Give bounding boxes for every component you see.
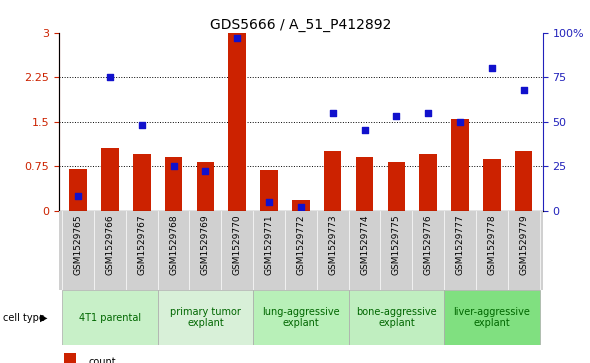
Point bbox=[201, 168, 210, 174]
Text: ▶: ▶ bbox=[40, 313, 48, 323]
Bar bbox=[158, 290, 253, 345]
Bar bbox=[101, 148, 119, 211]
Bar bbox=[64, 353, 76, 363]
Text: lung-aggressive
explant: lung-aggressive explant bbox=[262, 307, 340, 329]
Text: bone-aggressive
explant: bone-aggressive explant bbox=[356, 307, 437, 329]
Bar bbox=[62, 290, 158, 345]
Text: 4T1 parental: 4T1 parental bbox=[79, 313, 141, 323]
Point bbox=[137, 122, 146, 128]
Bar bbox=[444, 290, 540, 345]
Bar bbox=[388, 162, 405, 211]
Point bbox=[424, 110, 433, 115]
Text: primary tumor
explant: primary tumor explant bbox=[170, 307, 241, 329]
Text: GSM1529772: GSM1529772 bbox=[296, 215, 306, 275]
Point bbox=[392, 113, 401, 119]
Bar bbox=[515, 151, 532, 211]
Text: GSM1529777: GSM1529777 bbox=[455, 215, 464, 275]
Point bbox=[296, 204, 306, 210]
Bar bbox=[356, 157, 373, 211]
Bar bbox=[165, 157, 182, 211]
Text: GSM1529771: GSM1529771 bbox=[264, 215, 274, 275]
Bar bbox=[349, 290, 444, 345]
Text: GSM1529767: GSM1529767 bbox=[137, 215, 146, 275]
Title: GDS5666 / A_51_P412892: GDS5666 / A_51_P412892 bbox=[210, 18, 392, 32]
Text: GSM1529778: GSM1529778 bbox=[487, 215, 496, 275]
Bar bbox=[133, 154, 150, 211]
Text: GSM1529779: GSM1529779 bbox=[519, 215, 528, 275]
Point bbox=[519, 87, 529, 93]
Text: liver-aggressive
explant: liver-aggressive explant bbox=[454, 307, 530, 329]
Bar bbox=[324, 151, 342, 211]
Text: GSM1529775: GSM1529775 bbox=[392, 215, 401, 275]
Point bbox=[487, 65, 497, 71]
Bar bbox=[253, 290, 349, 345]
Text: GSM1529765: GSM1529765 bbox=[74, 215, 83, 275]
Point bbox=[360, 128, 369, 134]
Point bbox=[264, 199, 274, 205]
Text: cell type: cell type bbox=[3, 313, 45, 323]
Text: GSM1529766: GSM1529766 bbox=[106, 215, 114, 275]
Text: GSM1529773: GSM1529773 bbox=[328, 215, 337, 275]
Bar bbox=[228, 33, 246, 211]
Point bbox=[73, 193, 83, 199]
Text: GSM1529770: GSM1529770 bbox=[232, 215, 242, 275]
Bar bbox=[451, 119, 469, 211]
Point bbox=[232, 35, 242, 41]
Point bbox=[105, 74, 114, 80]
Point bbox=[328, 110, 337, 115]
Bar bbox=[260, 170, 278, 211]
Bar bbox=[292, 200, 310, 211]
Text: GSM1529769: GSM1529769 bbox=[201, 215, 210, 275]
Text: GSM1529774: GSM1529774 bbox=[360, 215, 369, 275]
Bar bbox=[70, 169, 87, 211]
Point bbox=[455, 119, 465, 125]
Text: GSM1529776: GSM1529776 bbox=[424, 215, 432, 275]
Text: GSM1529768: GSM1529768 bbox=[169, 215, 178, 275]
Bar bbox=[419, 154, 437, 211]
Text: count: count bbox=[88, 357, 116, 363]
Bar bbox=[196, 162, 214, 211]
Bar bbox=[483, 159, 501, 211]
Point bbox=[169, 163, 178, 169]
